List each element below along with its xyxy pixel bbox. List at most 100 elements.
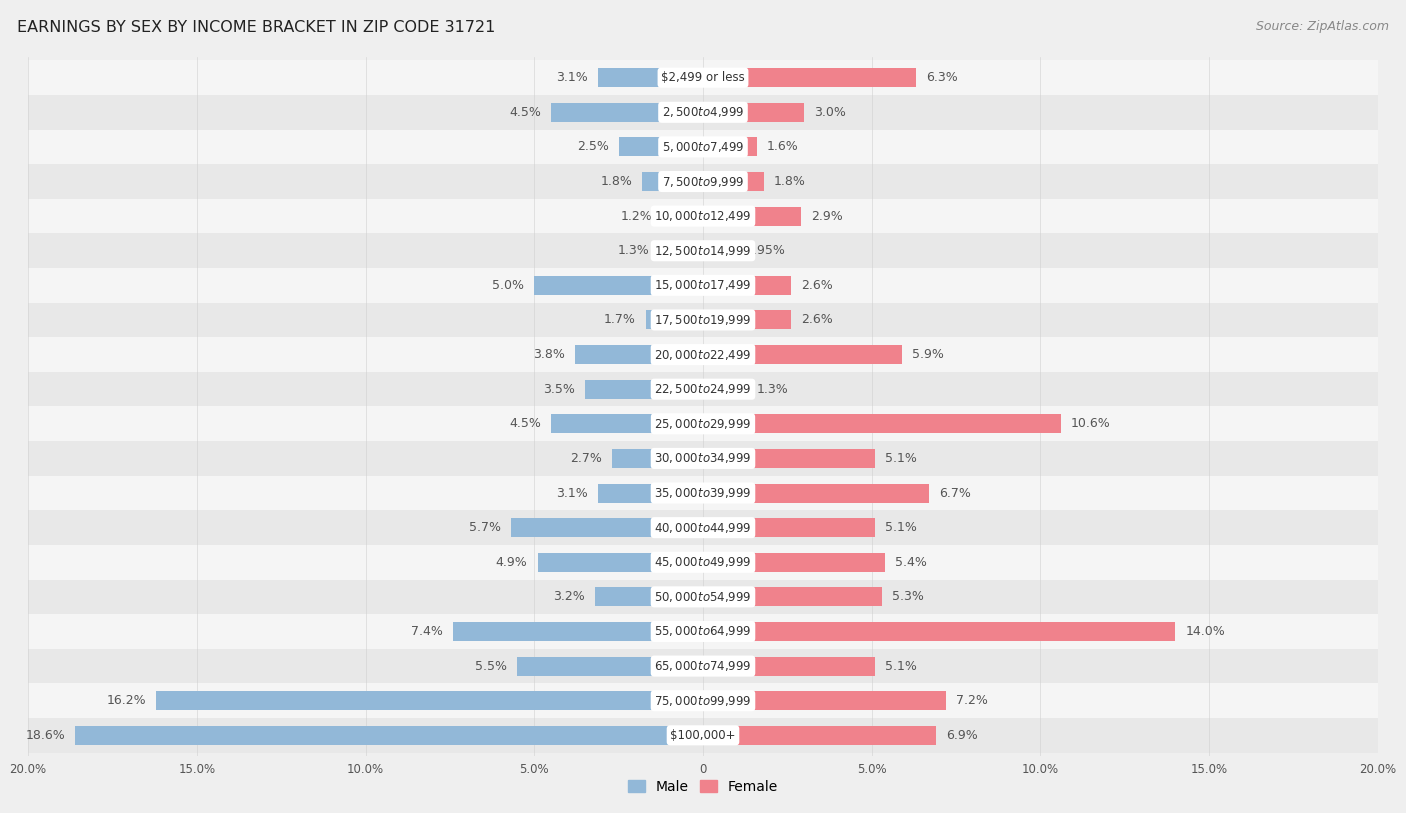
Text: 3.8%: 3.8%: [533, 348, 565, 361]
Bar: [28, 164, 1378, 199]
Text: 3.2%: 3.2%: [553, 590, 585, 603]
Bar: [703, 587, 882, 606]
Text: $25,000 to $29,999: $25,000 to $29,999: [654, 417, 752, 431]
Bar: [28, 545, 1378, 580]
Text: 14.0%: 14.0%: [1185, 625, 1225, 638]
Bar: [28, 406, 1378, 441]
Text: 5.1%: 5.1%: [886, 659, 917, 672]
Bar: [28, 60, 1378, 95]
Text: $12,500 to $14,999: $12,500 to $14,999: [654, 244, 752, 258]
Text: 3.1%: 3.1%: [557, 72, 588, 85]
Text: 5.5%: 5.5%: [475, 659, 508, 672]
Bar: [703, 518, 875, 537]
Text: 16.2%: 16.2%: [107, 694, 146, 707]
Text: $10,000 to $12,499: $10,000 to $12,499: [654, 209, 752, 223]
Text: $30,000 to $34,999: $30,000 to $34,999: [654, 451, 752, 465]
Text: $75,000 to $99,999: $75,000 to $99,999: [654, 693, 752, 707]
Bar: [599, 484, 703, 502]
Bar: [619, 137, 703, 156]
Text: $20,000 to $22,499: $20,000 to $22,499: [654, 348, 752, 362]
Bar: [645, 311, 703, 329]
Bar: [28, 302, 1378, 337]
Bar: [575, 345, 703, 364]
Bar: [703, 553, 886, 572]
Text: 5.1%: 5.1%: [886, 452, 917, 465]
Bar: [703, 137, 756, 156]
Text: 5.1%: 5.1%: [886, 521, 917, 534]
Bar: [551, 102, 703, 122]
Text: 5.4%: 5.4%: [896, 556, 927, 569]
Bar: [703, 102, 804, 122]
Bar: [703, 415, 1060, 433]
Bar: [517, 657, 703, 676]
Bar: [551, 415, 703, 433]
Bar: [28, 129, 1378, 164]
Bar: [703, 657, 875, 676]
Text: 1.2%: 1.2%: [620, 210, 652, 223]
Bar: [703, 380, 747, 398]
Text: 3.0%: 3.0%: [814, 106, 846, 119]
Bar: [28, 233, 1378, 268]
Bar: [599, 68, 703, 87]
Bar: [28, 95, 1378, 129]
Text: 2.9%: 2.9%: [811, 210, 842, 223]
Bar: [662, 207, 703, 226]
Bar: [659, 241, 703, 260]
Text: $40,000 to $44,999: $40,000 to $44,999: [654, 520, 752, 535]
Text: 4.9%: 4.9%: [496, 556, 527, 569]
Text: 1.8%: 1.8%: [773, 175, 806, 188]
Text: 1.3%: 1.3%: [756, 383, 789, 396]
Text: $2,499 or less: $2,499 or less: [661, 72, 745, 85]
Bar: [28, 372, 1378, 406]
Bar: [703, 691, 946, 711]
Text: $17,500 to $19,999: $17,500 to $19,999: [654, 313, 752, 327]
Bar: [28, 718, 1378, 753]
Bar: [537, 553, 703, 572]
Text: 6.7%: 6.7%: [939, 486, 972, 499]
Bar: [28, 580, 1378, 614]
Text: 2.6%: 2.6%: [801, 314, 832, 327]
Text: 2.7%: 2.7%: [569, 452, 602, 465]
Text: 6.3%: 6.3%: [925, 72, 957, 85]
Bar: [643, 172, 703, 191]
Text: Source: ZipAtlas.com: Source: ZipAtlas.com: [1256, 20, 1389, 33]
Bar: [28, 684, 1378, 718]
Bar: [703, 172, 763, 191]
Text: 18.6%: 18.6%: [25, 728, 65, 741]
Text: $65,000 to $74,999: $65,000 to $74,999: [654, 659, 752, 673]
Text: 3.1%: 3.1%: [557, 486, 588, 499]
Bar: [28, 476, 1378, 511]
Text: 1.8%: 1.8%: [600, 175, 633, 188]
Bar: [585, 380, 703, 398]
Bar: [28, 511, 1378, 545]
Text: 4.5%: 4.5%: [509, 417, 541, 430]
Text: 5.0%: 5.0%: [492, 279, 524, 292]
Text: 7.2%: 7.2%: [956, 694, 988, 707]
Bar: [76, 726, 703, 745]
Bar: [703, 449, 875, 468]
Text: 1.3%: 1.3%: [617, 244, 650, 257]
Bar: [703, 311, 790, 329]
Bar: [595, 587, 703, 606]
Text: 3.5%: 3.5%: [543, 383, 575, 396]
Bar: [156, 691, 703, 711]
Text: 4.5%: 4.5%: [509, 106, 541, 119]
Bar: [703, 207, 801, 226]
Bar: [510, 518, 703, 537]
Bar: [703, 726, 936, 745]
Text: $55,000 to $64,999: $55,000 to $64,999: [654, 624, 752, 638]
Text: 2.6%: 2.6%: [801, 279, 832, 292]
Text: 1.6%: 1.6%: [768, 141, 799, 154]
Bar: [28, 337, 1378, 372]
Text: $100,000+: $100,000+: [671, 728, 735, 741]
Bar: [703, 276, 790, 295]
Bar: [612, 449, 703, 468]
Bar: [28, 199, 1378, 233]
Bar: [28, 649, 1378, 684]
Text: 1.7%: 1.7%: [603, 314, 636, 327]
Text: 7.4%: 7.4%: [412, 625, 443, 638]
Bar: [703, 241, 735, 260]
Text: 5.3%: 5.3%: [891, 590, 924, 603]
Bar: [703, 345, 903, 364]
Text: 2.5%: 2.5%: [576, 141, 609, 154]
